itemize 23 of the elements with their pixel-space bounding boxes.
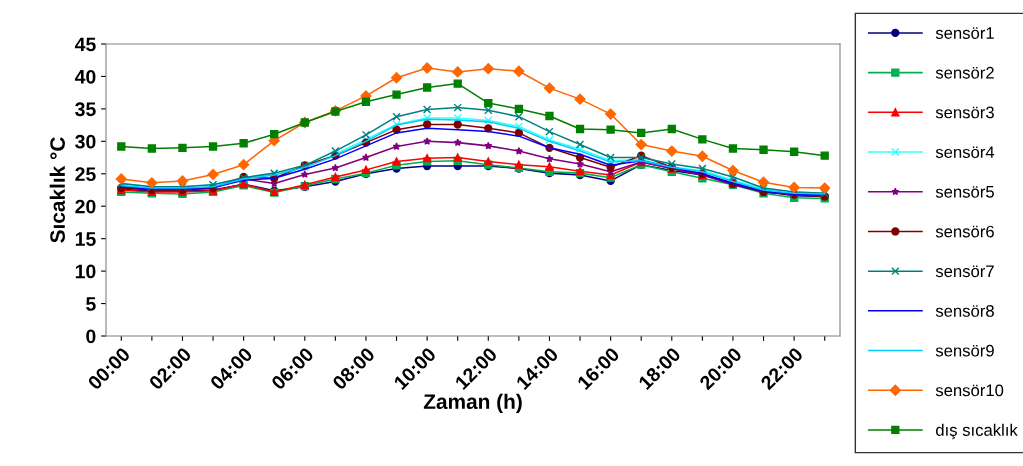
y-tick-label: 20 — [75, 199, 96, 214]
y-tick-label: 25 — [75, 167, 96, 182]
legend-label: sensör8 — [935, 305, 994, 317]
y-tick-label: 10 — [75, 264, 96, 279]
legend-label: sensör5 — [935, 186, 994, 198]
legend-label: sensör9 — [935, 344, 994, 357]
y-tick-label: 5 — [86, 297, 96, 311]
legend-label: sensör1 — [935, 27, 994, 39]
legend-label: sensör3 — [935, 106, 994, 119]
y-tick-label: 15 — [75, 232, 96, 246]
legend-label: dış sıcaklık — [936, 423, 1018, 440]
y-tick-label: 35 — [75, 102, 96, 117]
y-tick-label: 30 — [75, 134, 96, 149]
legend-label: sensör4 — [935, 146, 995, 159]
y-axis-title: Sıcaklık °C — [49, 137, 65, 243]
legend-label: sensör2 — [935, 66, 994, 79]
y-tick-label: 45 — [74, 37, 96, 52]
y-tick-label: 0 — [86, 329, 96, 344]
legend-label: sensör7 — [935, 265, 994, 278]
y-tick-label: 40 — [74, 69, 96, 84]
legend-label: sensör6 — [935, 225, 994, 238]
legend-label: sensör10 — [935, 384, 1004, 397]
x-axis-title: Zaman (h) — [423, 393, 522, 414]
